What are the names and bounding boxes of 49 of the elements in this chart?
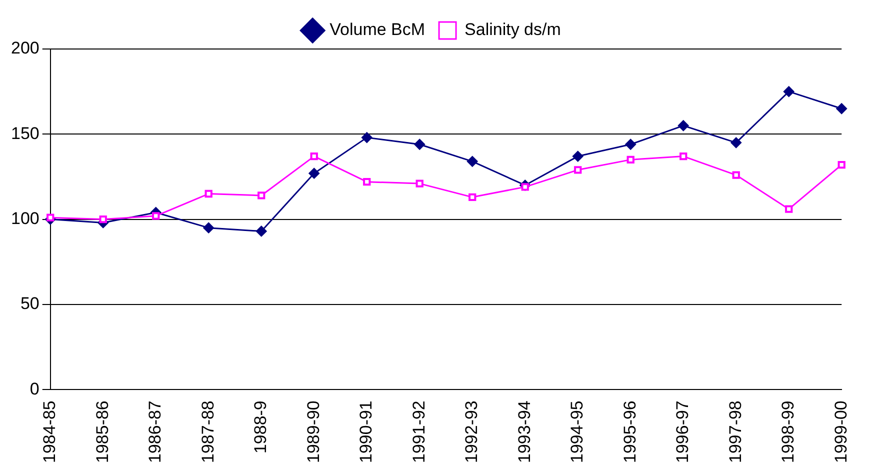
x-tick-label: 1986-87	[146, 400, 165, 463]
point	[572, 150, 584, 162]
legend-label: Volume BcM	[330, 20, 426, 40]
x-tick-label: 1998-99	[778, 400, 798, 463]
point	[785, 205, 793, 213]
y-tick-label: 0	[30, 379, 40, 398]
point	[466, 156, 478, 167]
y-tick-label: 50	[20, 294, 40, 314]
point	[414, 138, 426, 150]
x-tick-label: 1994-95	[568, 400, 587, 463]
legend-label: Salinity ds/m	[464, 20, 561, 40]
point	[680, 152, 688, 160]
x-tick-label: 1999-00	[831, 400, 850, 463]
x-tick-label: 1988-9	[251, 400, 270, 454]
point	[308, 168, 320, 179]
x-tick-label: 1993-94	[514, 400, 534, 463]
x-tick-label: 1995-96	[620, 400, 640, 463]
x-tick-label: 1996-97	[673, 400, 692, 463]
point	[99, 215, 107, 224]
x-tick-label: 1990-91	[356, 400, 376, 463]
y-tick-label: 200	[10, 38, 40, 58]
x-tick-label: 1991-92	[409, 400, 428, 463]
x-tick-label: 1997-98	[726, 400, 745, 463]
point	[310, 152, 318, 160]
point	[152, 212, 160, 220]
point	[678, 120, 689, 132]
point	[258, 192, 266, 200]
y-tick-label: 100	[10, 208, 40, 228]
point	[468, 193, 476, 201]
x-tick-label: 1985-86	[92, 400, 112, 463]
point	[783, 86, 794, 98]
point	[625, 138, 636, 150]
point	[363, 178, 371, 186]
x-tick-label: 1989-90	[304, 400, 323, 463]
point	[416, 180, 424, 188]
point	[836, 103, 848, 114]
point	[574, 166, 582, 174]
point	[730, 137, 742, 148]
point	[732, 171, 740, 179]
point	[256, 226, 267, 237]
point	[838, 160, 846, 169]
y-tick-label: 150	[10, 124, 40, 143]
point	[204, 190, 212, 198]
point	[203, 222, 214, 234]
x-tick-label: 1992-93	[462, 400, 482, 463]
point	[361, 132, 372, 144]
x-tick-label: 1987-88	[198, 400, 218, 463]
point	[626, 156, 634, 164]
x-tick-label: 1984-85	[40, 400, 60, 463]
